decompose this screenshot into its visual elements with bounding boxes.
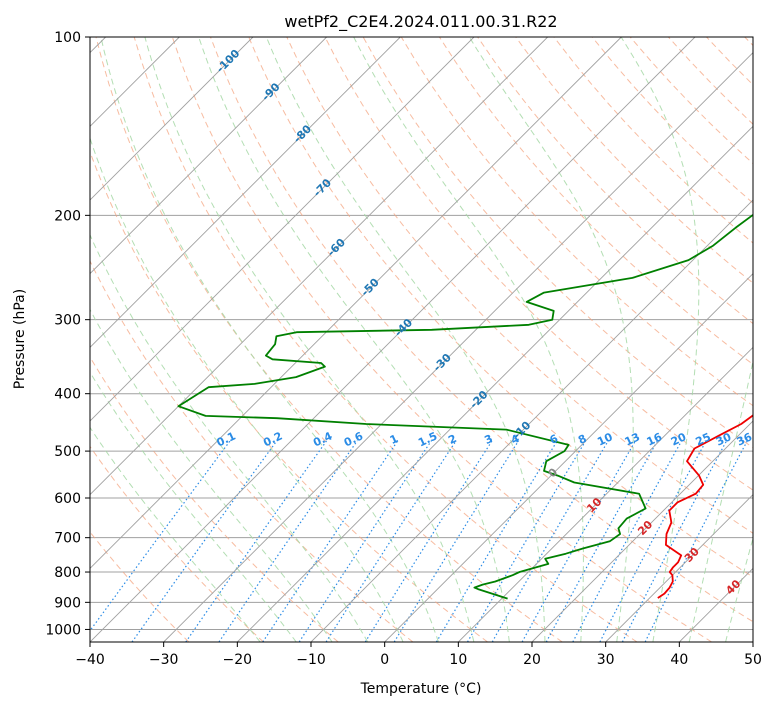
mixing-ratio-line	[466, 440, 587, 642]
isotherm-line	[90, 37, 548, 496]
plot-frame	[89, 36, 754, 643]
mixing-ratio-line	[435, 440, 558, 642]
moist-adiabat-line	[265, 37, 546, 642]
x-tick-label: 0	[380, 652, 389, 668]
y-tick-label: 400	[54, 387, 81, 403]
dry-adiabat-line	[171, 37, 712, 642]
dry-adiabat-line	[248, 37, 753, 578]
dry-adiabat-line	[210, 37, 753, 623]
isotherm-line	[752, 641, 753, 642]
y-tick-label: 500	[54, 444, 81, 460]
pressure-grid	[90, 37, 753, 630]
moist-adiabat-line	[353, 37, 584, 642]
isotherm-line	[90, 37, 475, 422]
mixing-ratio-line	[545, 440, 659, 642]
moist-adiabat-line	[198, 37, 510, 642]
isotherm-line	[90, 37, 401, 348]
isotherm-line	[90, 37, 327, 275]
x-tick-label: 20	[523, 652, 541, 668]
isotherm-line	[458, 346, 753, 642]
moist-adiabat-line	[100, 37, 439, 642]
y-tick-label: 1000	[45, 622, 81, 638]
isotherm-line	[90, 37, 254, 201]
y-tick-label: 100	[54, 30, 81, 46]
mixing-ratio-label: 16	[645, 430, 665, 448]
moist-adiabat-line	[725, 536, 753, 642]
x-tick-label: 50	[744, 652, 762, 668]
isotherm-line	[605, 494, 753, 642]
mixing-ratio-line	[90, 440, 231, 632]
isotherm-line	[90, 37, 622, 569]
y-tick-label: 900	[54, 595, 81, 611]
x-axis-ticks: −40 −30 −20 −10 0 10 20 30 40 50	[75, 642, 762, 668]
dry-adiabat-line	[324, 37, 753, 491]
mixing-ratio-line	[262, 440, 399, 642]
mixing-ratio-line	[185, 440, 328, 642]
moist-adiabat-line	[144, 37, 475, 642]
mixing-ratio-line	[131, 440, 278, 642]
mixing-ratio-line	[325, 440, 457, 642]
dewpoint-profile-line	[177, 213, 753, 600]
mixing-ratio-line	[364, 440, 493, 642]
dry-adiabats	[90, 37, 753, 642]
moist-adiabat-line	[90, 233, 369, 642]
moist-adiabat-line	[90, 371, 297, 642]
mixing-ratio-line	[572, 440, 683, 642]
dry-adiabat-line	[90, 259, 414, 642]
plot-background	[90, 37, 753, 642]
isotherms	[90, 37, 753, 642]
dry-adiabat-line	[90, 356, 339, 642]
mixing-ratio-label: 13	[623, 430, 642, 448]
temperature-profile-line	[657, 414, 753, 599]
x-axis-title: Temperature (°C)	[360, 681, 482, 697]
y-axis-ticks: 100 200 300 400 500 600 700 800 900 1000	[45, 30, 90, 638]
dry-adiabat-line	[90, 445, 264, 642]
x-tick-label: −10	[296, 652, 326, 668]
isotherm-line	[90, 37, 696, 642]
y-tick-label: 600	[54, 491, 81, 507]
mixing-ratio-label: 10	[595, 430, 615, 448]
dry-adiabat-line	[133, 37, 638, 642]
mixing-ratio-line	[491, 440, 609, 642]
dry-adiabat-line	[515, 37, 753, 284]
moist-adiabat-line	[90, 308, 333, 642]
mixing-ratio-line	[521, 440, 637, 642]
dry-adiabat-line	[95, 37, 563, 642]
mixing-ratio-label: 30	[714, 430, 734, 448]
y-tick-label: 300	[54, 313, 81, 329]
dry-adiabat-line	[286, 37, 753, 534]
y-tick-label: 200	[54, 208, 81, 224]
chart-title: wetPf2_C2E4.2024.011.00.31.R22	[284, 12, 557, 32]
moist-adiabat-line	[90, 426, 261, 642]
isotherm-line	[384, 273, 753, 642]
x-tick-label: 30	[597, 652, 615, 668]
x-tick-label: −30	[149, 652, 179, 668]
mixing-ratio-line	[298, 440, 432, 642]
x-tick-label: 40	[670, 652, 688, 668]
y-axis-title: Pressure (hPa)	[12, 289, 28, 389]
mixing-ratio-label: 36	[735, 430, 755, 448]
moist-adiabat-line	[90, 136, 404, 642]
isotherm-line	[237, 125, 753, 642]
x-tick-label: −40	[75, 652, 105, 668]
y-tick-label: 700	[54, 531, 81, 547]
x-tick-label: −20	[223, 652, 253, 668]
x-tick-label: 10	[449, 652, 467, 668]
y-tick-label: 800	[54, 565, 81, 581]
moist-adiabat-line	[620, 37, 700, 642]
isotherm-line	[163, 52, 753, 642]
mixing-ratio-label: 25	[693, 430, 712, 448]
mixing-ratio-label: 20	[669, 430, 689, 448]
profiles	[177, 213, 753, 600]
isotherm-line	[531, 420, 753, 642]
mixing-ratio-line	[644, 440, 748, 642]
isotherm-line	[310, 199, 753, 642]
moist-adiabat-line	[688, 358, 753, 642]
